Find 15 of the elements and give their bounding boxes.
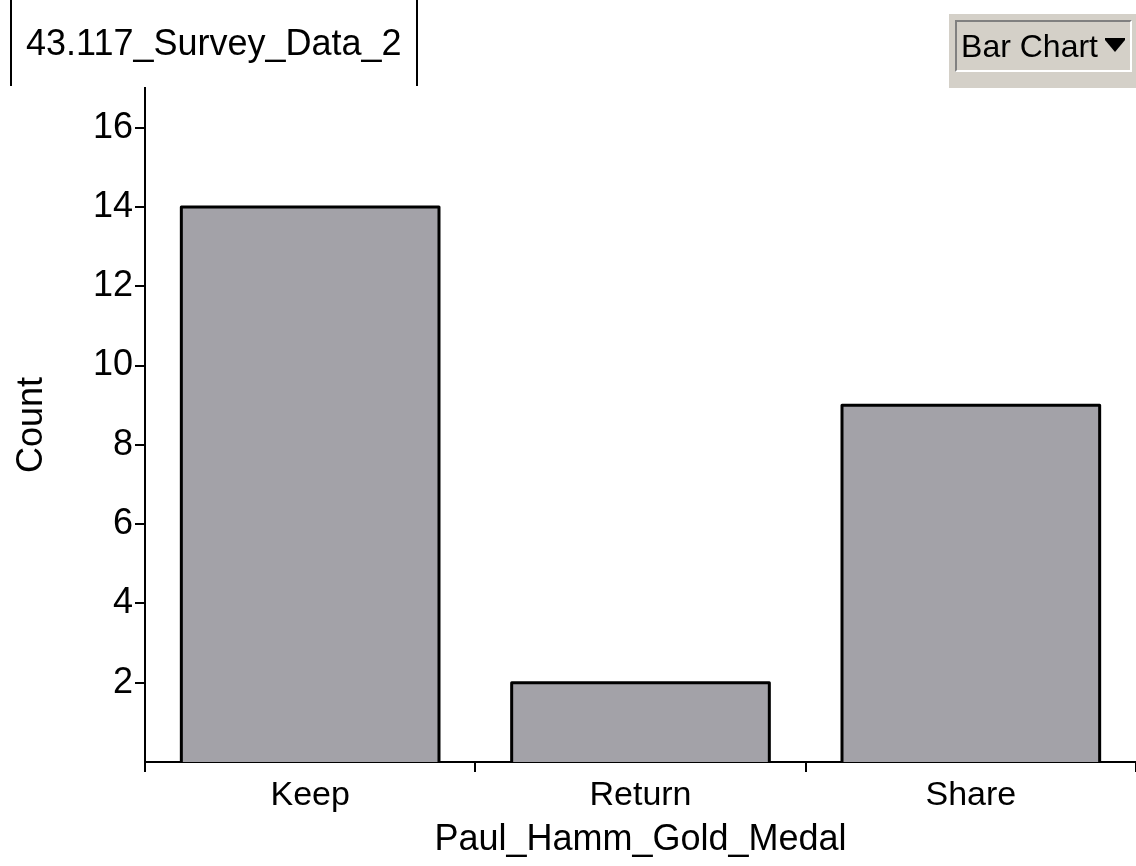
y-tick-label: 6 xyxy=(112,501,133,543)
y-tick-label: 14 xyxy=(92,183,133,225)
y-axis-title: Count xyxy=(8,376,50,474)
y-tick-label: 16 xyxy=(92,104,133,146)
y-tick-label: 4 xyxy=(112,580,133,622)
y-tick-label: 10 xyxy=(92,342,133,384)
x-axis-title: Paul_Hamm_Gold_Medal xyxy=(434,817,847,859)
x-tick-label: Keep xyxy=(270,773,350,812)
y-tick-label: 2 xyxy=(112,659,133,701)
x-tick-label: Return xyxy=(589,773,692,812)
chart-title: 43.117_Survey_Data_2 xyxy=(10,0,418,86)
text: Bar Chart xyxy=(961,27,1098,65)
y-tick-label: 8 xyxy=(112,421,133,463)
y-tick-label: 12 xyxy=(92,263,133,305)
x-tick-label: Share xyxy=(925,773,1017,812)
